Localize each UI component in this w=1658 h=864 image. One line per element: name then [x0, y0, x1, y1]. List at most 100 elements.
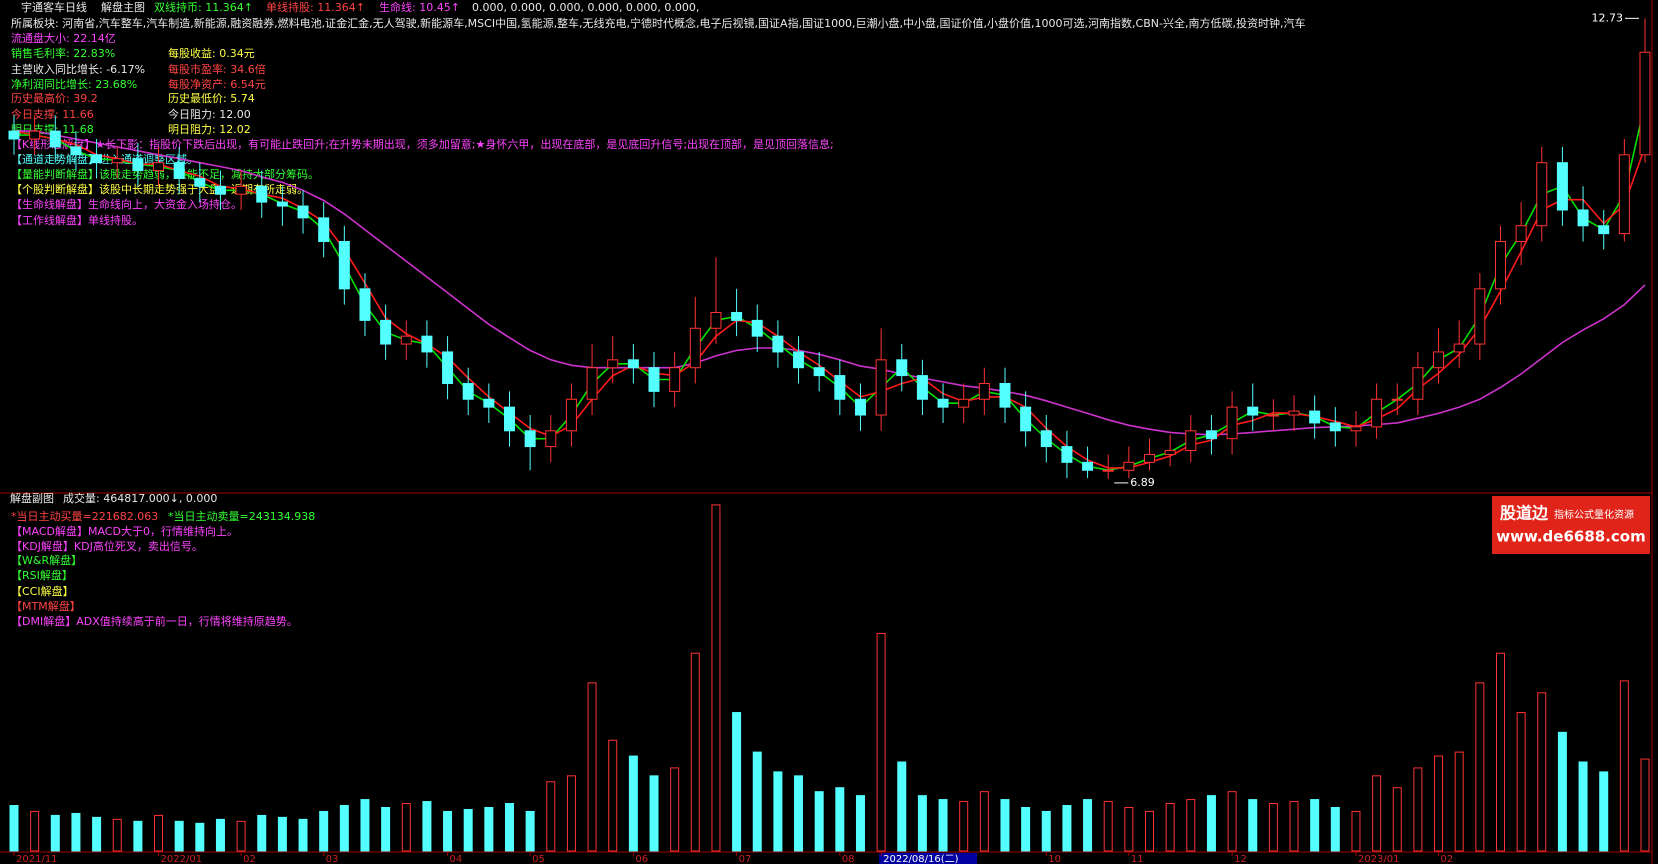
info-right: 今日阻力: 12.00 — [168, 107, 251, 121]
x-tick-label: 06 — [635, 854, 648, 864]
volume-bar — [484, 806, 494, 852]
logo-tagline: 指标公式量化资源 — [1554, 508, 1634, 521]
volume-bar — [112, 818, 122, 852]
candle-body — [793, 351, 805, 369]
logo-name: 股道边 — [1500, 504, 1549, 523]
volume-bar — [1578, 761, 1588, 852]
volume-bar — [1454, 751, 1464, 852]
volume-bar — [504, 803, 514, 852]
header-item: 单线持股: 11.364↑ — [266, 0, 365, 14]
volume-bar — [1103, 801, 1113, 852]
date-highlight — [879, 853, 978, 864]
candle-body — [565, 398, 577, 432]
candle-body — [1412, 367, 1424, 400]
volume-bar — [773, 771, 783, 852]
header-item: 0.000, 0.000, 0.000, 0.000, 0.000, 0.000… — [472, 1, 699, 14]
candle-body — [1102, 469, 1114, 472]
candle-body — [1618, 154, 1630, 235]
candle-body — [875, 359, 887, 416]
info-right: 每股收益: 0.34元 — [168, 46, 255, 60]
candle-body — [503, 406, 515, 432]
volume-bar — [1041, 810, 1051, 852]
volume-bar — [133, 820, 143, 852]
candle-body — [627, 359, 639, 369]
sub-line: 【MACD解盘】MACD大于0，行情维持向上。 — [11, 524, 238, 538]
candle-body — [338, 241, 350, 290]
logo-box — [1492, 496, 1650, 554]
candle-body — [648, 367, 660, 392]
volume-readout: 成交量: 464817.000↓, 0.000 — [63, 491, 217, 505]
volume-bar — [628, 755, 638, 852]
volume-bar — [381, 806, 391, 852]
candle-body — [49, 130, 61, 148]
volume-bar — [959, 801, 969, 852]
x-tick-label: 05 — [532, 854, 545, 864]
volume-bar — [587, 682, 597, 852]
x-tick-label: 11 — [1131, 854, 1144, 864]
candle-body — [834, 375, 846, 400]
x-tick-label: 10 — [1048, 854, 1061, 864]
volume-bar — [463, 808, 473, 852]
candle-body — [1061, 446, 1073, 463]
volume-bar — [1062, 805, 1072, 852]
candle-body — [1598, 225, 1610, 235]
x-tick-label: 2023/01 — [1358, 854, 1400, 864]
volume-bar — [422, 801, 432, 852]
candle-body — [669, 367, 681, 392]
volume-bar — [1000, 799, 1010, 852]
volume-bar — [1268, 803, 1278, 852]
volume-bar — [298, 818, 308, 852]
candle-body — [380, 319, 392, 345]
volume-bar — [1475, 682, 1485, 852]
volume-bar — [1372, 775, 1382, 852]
candle-body — [689, 327, 701, 369]
candle-body — [710, 312, 722, 329]
volume-bar — [566, 775, 576, 852]
candle-body — [111, 158, 123, 164]
candle-body — [586, 367, 598, 400]
volume-bar — [1310, 799, 1320, 852]
volume-bar — [1186, 799, 1196, 852]
info-right: 每股市盈率: 34.6倍 — [168, 62, 266, 76]
volume-bar — [711, 504, 721, 852]
sub-line: 【RSI解盘】 — [11, 568, 73, 582]
candle-body — [173, 162, 185, 179]
volume-bar — [525, 810, 535, 852]
volume-bar — [1145, 810, 1155, 852]
sub-line: 【DMI解盘】ADX值持续高于前一日，行情将维持原趋势。 — [11, 614, 298, 628]
volume-bar — [608, 739, 618, 852]
volume-bar — [649, 775, 659, 852]
candle-body — [1391, 398, 1403, 401]
volume-bar — [752, 751, 762, 852]
candle-body — [524, 430, 536, 448]
volume-bar — [71, 812, 81, 852]
candle-body — [1144, 453, 1156, 463]
volume-bar — [30, 810, 40, 852]
signal: 【生命线解盘】生命线向上，大资金入场持仓。 — [11, 197, 242, 211]
candle-body — [1020, 406, 1032, 432]
candle-body — [421, 335, 433, 353]
candle-body — [1371, 398, 1383, 428]
volume-bar — [1640, 758, 1650, 852]
volume-bar — [215, 818, 225, 852]
candle-body — [1288, 410, 1300, 416]
volume-bar — [794, 775, 804, 852]
candle-body — [29, 130, 41, 140]
sub-line: 【W&R解盘】 — [11, 553, 82, 567]
candle-body — [214, 185, 226, 195]
volume-bar — [1289, 801, 1299, 852]
candle-body — [1577, 209, 1589, 227]
volume-bar — [670, 767, 680, 852]
x-tick-label: 08 — [842, 854, 855, 864]
candle-body — [1453, 343, 1465, 353]
volume-bar — [339, 805, 349, 852]
info-right: 每股净资产: 6.54元 — [168, 77, 266, 91]
candle-body — [359, 288, 371, 321]
info-left: 流通盘大小: 22.14亿 — [11, 31, 116, 45]
volume-bar — [917, 795, 927, 852]
candle-body — [854, 398, 866, 416]
x-tick-label: 04 — [450, 854, 463, 864]
volume-bar — [1434, 755, 1444, 852]
